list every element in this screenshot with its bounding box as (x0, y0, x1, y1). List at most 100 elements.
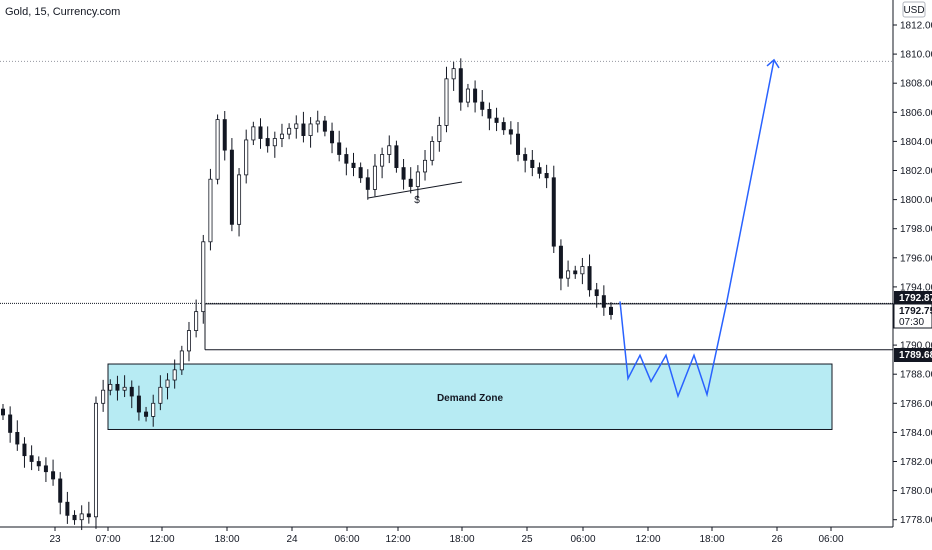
last-price-text: 1792.75 (899, 306, 932, 317)
time-axis[interactable]: 23 07:00 12:00 18:00 24 06:00 12:00 18:00 25 06:0… (49, 527, 844, 545)
candle-up (108, 383, 113, 391)
candle (523, 147, 528, 173)
candle-down (544, 173, 549, 179)
candle-down (22, 443, 27, 457)
candle-down (494, 117, 499, 123)
candle (337, 130, 342, 162)
candle (573, 265, 578, 279)
candle (201, 234, 206, 324)
candle (108, 379, 113, 396)
candle (537, 162, 542, 179)
candle (387, 135, 392, 164)
candle (101, 379, 106, 412)
currency-label: USD (903, 5, 924, 16)
candle (215, 114, 220, 185)
price-tick-label: 1802.00 (900, 166, 932, 177)
candle (444, 66, 449, 133)
candle-down (65, 501, 70, 516)
chart-title: Gold, 15, Currency.com (5, 6, 120, 18)
candle (272, 131, 277, 158)
candle-down (36, 461, 41, 467)
candle (144, 406, 149, 422)
candle-up (372, 165, 377, 190)
candle-up (208, 178, 213, 243)
projection-arrowhead (766, 58, 780, 69)
candle-down (322, 120, 327, 132)
time-tick-label: 06:00 (570, 534, 595, 545)
candle (258, 118, 263, 149)
candle-down (115, 383, 120, 391)
candle-up (215, 119, 220, 180)
candle-down (530, 159, 535, 168)
candle-up (294, 123, 299, 129)
candle (401, 159, 406, 190)
candle-up (451, 68, 456, 80)
candle (351, 152, 356, 177)
candle-down (129, 386, 134, 397)
candle-down (265, 138, 270, 147)
candle (158, 375, 163, 411)
candle-down (222, 119, 227, 151)
candle (458, 58, 463, 111)
candle-down (337, 142, 342, 155)
candle-down (401, 167, 406, 180)
candle (122, 375, 127, 398)
candle (423, 149, 428, 181)
candle-down (501, 122, 506, 131)
trendline[interactable] (367, 181, 463, 199)
candle (194, 299, 199, 338)
candle (308, 117, 313, 148)
price-tick-label: 1782.00 (900, 457, 932, 468)
horizontal-levels (0, 60, 893, 351)
time-tick-label: 12:00 (385, 534, 410, 545)
projection-line (619, 59, 775, 399)
candle-up (251, 126, 256, 141)
candle (480, 90, 485, 117)
candle (79, 505, 84, 531)
candle (544, 164, 549, 189)
candle (487, 102, 492, 131)
demand-zone-label: Demand Zone (437, 393, 504, 404)
projection-path[interactable] (619, 58, 780, 399)
candle-up (437, 124, 442, 142)
candle (151, 394, 156, 427)
candle-up (158, 386, 163, 404)
time-tick-label: 07:00 (95, 534, 120, 545)
candle-down (394, 145, 399, 168)
candle-up (79, 513, 84, 521)
candle (43, 457, 48, 483)
candle (22, 437, 27, 468)
candle-up (244, 139, 249, 176)
time-tick-label: 06:00 (818, 534, 843, 545)
price-tick-label: 1778.00 (900, 515, 932, 526)
price-tick-label: 1800.00 (900, 195, 932, 206)
price-axis[interactable]: 1812.00 1810.00 1808.00 1806.00 1804.00 1802.… (893, 21, 932, 527)
candle-up (423, 159, 428, 173)
candle-down (601, 295, 606, 308)
candle (322, 115, 327, 137)
candle-up (380, 154, 385, 167)
time-tick-label: 24 (286, 534, 298, 545)
candles (0, 58, 614, 531)
candle (501, 117, 506, 135)
candle (186, 321, 191, 362)
candle-up (194, 311, 199, 331)
candle (265, 126, 270, 153)
candle-down (8, 414, 13, 433)
candle-down (458, 68, 463, 103)
candle (251, 121, 256, 146)
candle (0, 404, 6, 421)
candle (580, 257, 585, 285)
candle-down (551, 177, 556, 247)
candle (408, 167, 413, 194)
candle-down (558, 245, 563, 279)
candle-down (365, 177, 370, 190)
candle (208, 168, 213, 251)
price-tick-label: 1780.00 (900, 486, 932, 497)
candle (451, 61, 456, 91)
candle-down (301, 123, 306, 136)
candle-up (122, 386, 127, 391)
candle-down (72, 514, 77, 521)
candle (301, 111, 306, 143)
